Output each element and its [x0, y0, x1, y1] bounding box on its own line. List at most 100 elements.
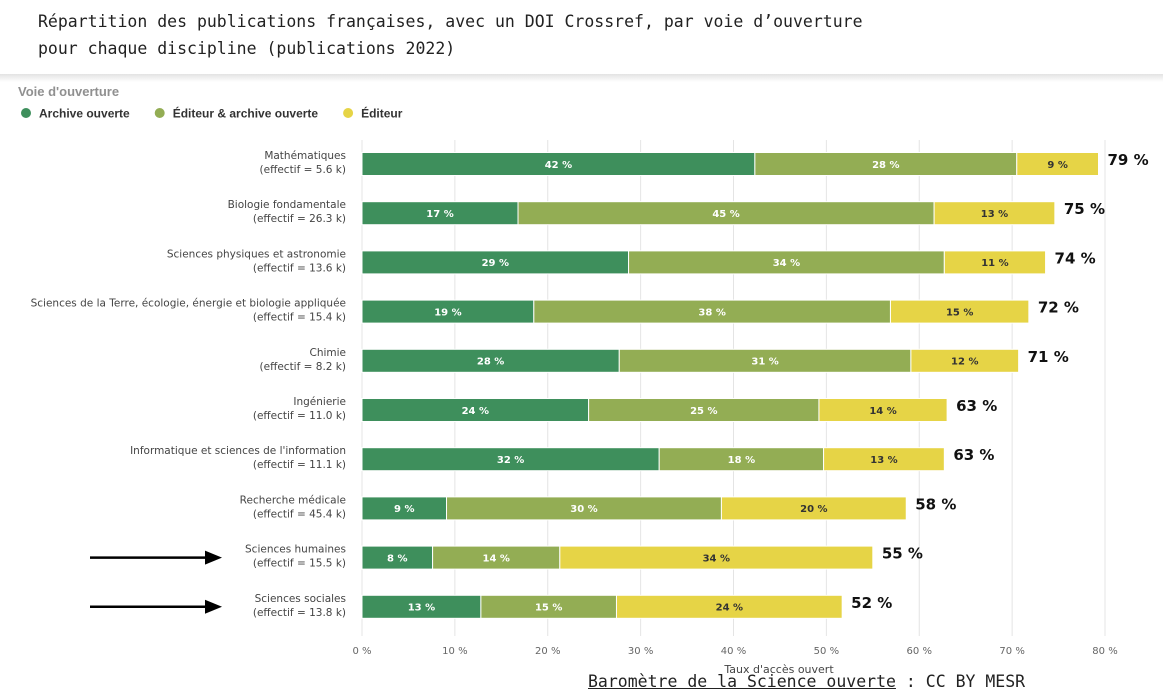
category-name: Sciences de la Terre, écologie, énergie … — [31, 298, 346, 310]
total-label: 74 % — [1055, 249, 1096, 267]
total-label: 52 % — [851, 594, 892, 612]
bar-data-label: 17 % — [426, 209, 453, 220]
x-tick-label: 80 % — [1092, 646, 1117, 657]
legend-swatch-editeur — [343, 108, 354, 118]
license-text: CC BY MESR — [925, 672, 1026, 691]
bar-data-label: 42 % — [545, 160, 572, 171]
total-label: 79 % — [1107, 151, 1148, 169]
category-name: Chimie — [309, 347, 346, 359]
category-effectif: (effectif = 11.0 k) — [253, 410, 346, 422]
credit-separator: : — [895, 672, 926, 691]
category-name: Mathématiques — [264, 150, 346, 162]
x-tick-label: 10 % — [442, 646, 467, 657]
total-label: 55 % — [882, 545, 923, 563]
legend-label-archive-ouverte[interactable]: Archive ouverte — [39, 107, 130, 121]
total-label: 58 % — [915, 495, 956, 513]
bar-data-label: 13 % — [981, 209, 1008, 220]
category-name: Ingénierie — [293, 396, 346, 408]
bar-data-label: 29 % — [482, 258, 509, 269]
legend-label-editeur[interactable]: Éditeur — [361, 106, 403, 121]
bar-data-label: 9 % — [394, 504, 414, 515]
bar-data-label: 11 % — [981, 258, 1008, 269]
bar-segment-editeur[interactable] — [943, 250, 1047, 275]
x-tick-label: 70 % — [999, 646, 1024, 657]
bar-segment-editeur[interactable] — [615, 594, 843, 619]
bar-data-label: 45 % — [712, 209, 739, 220]
bar-data-label: 24 % — [716, 603, 743, 614]
bar-segment-editeur[interactable] — [1016, 152, 1099, 176]
bar-data-label: 38 % — [698, 307, 725, 318]
category-name: Informatique et sciences de l'informatio… — [130, 445, 346, 457]
category-name: Biologie fondamentale — [228, 199, 346, 211]
bar-segment-editeur[interactable] — [933, 201, 1056, 226]
x-axis-ticks: 0 % 10 % 20 % 30 % 40 % 50 % 60 % 70 % 80 % — [352, 646, 1117, 657]
bar-data-label: 19 % — [434, 307, 461, 318]
category-effectif: (effectif = 45.4 k) — [253, 508, 346, 520]
legend-swatch-archive-ouverte — [21, 108, 31, 118]
category-name: Sciences humaines — [245, 544, 346, 556]
total-label: 71 % — [1028, 348, 1069, 366]
barometre-link[interactable]: Baromètre de la Science ouverte — [588, 672, 896, 691]
category-effectif: (effectif = 5.6 k) — [260, 164, 346, 176]
bar-data-label: 25 % — [690, 406, 717, 417]
category-name: Sciences physiques et astronomie — [167, 248, 346, 260]
arrow-head — [205, 550, 222, 565]
bar-data-label: 13 % — [870, 455, 897, 466]
bar-data-label: 34 % — [773, 258, 800, 269]
bar-segment-editeur[interactable] — [559, 545, 874, 570]
bar-segment-editeur[interactable] — [910, 348, 1020, 373]
bar-data-label: 8 % — [387, 553, 407, 564]
bar-data-label: 13 % — [408, 603, 435, 614]
bar-data-label: 18 % — [728, 455, 755, 466]
x-axis-label: Taux d'accès ouvert — [723, 663, 834, 676]
category-effectif: (effectif = 15.4 k) — [253, 312, 346, 324]
category-effectif: (effectif = 13.8 k) — [253, 607, 346, 619]
bars: 42 % 28 % 9 % 79 % 17 % 45 % 13 % 75 % 29 % 34 % 1… — [361, 151, 1149, 619]
category-name: Sciences sociales — [255, 593, 346, 605]
category-effectif: (effectif = 11.1 k) — [253, 459, 346, 471]
category-effectif: (effectif = 8.2 k) — [260, 361, 346, 373]
total-label: 72 % — [1038, 299, 1079, 317]
category-effectif: (effectif = 13.6 k) — [253, 262, 346, 274]
total-label: 75 % — [1064, 200, 1105, 218]
category-effectif: (effectif = 15.5 k) — [253, 558, 346, 570]
legend-swatch-editeur-archive-ouverte — [154, 108, 165, 118]
total-label: 63 % — [953, 446, 994, 464]
bar-data-label: 15 % — [946, 307, 973, 318]
bar-data-label: 24 % — [462, 406, 489, 417]
bar-data-label: 9 % — [1047, 160, 1067, 171]
bar-data-label: 34 % — [703, 553, 730, 564]
bar-data-label: 14 % — [869, 406, 896, 417]
legend: Archive ouverte Éditeur & archive ouverte… — [21, 106, 403, 121]
category-effectif: (effectif = 26.3 k) — [253, 213, 346, 225]
bar-segment-editeur[interactable] — [823, 447, 945, 472]
legend-title: Voie d'ouverture — [18, 84, 119, 99]
bar-data-label: 12 % — [951, 357, 978, 368]
total-label: 63 % — [956, 397, 997, 415]
figure-caption: Répartition des publications françaises,… — [38, 12, 863, 58]
bar-data-label: 31 % — [751, 357, 778, 368]
arrow-head — [205, 599, 222, 614]
bar-segment-editeur[interactable] — [720, 496, 907, 521]
x-tick-label: 50 % — [814, 646, 839, 657]
bar-data-label: 15 % — [535, 603, 562, 614]
bar-data-label: 14 % — [482, 553, 509, 564]
credit-line: Baromètre de la Science ouverte : CC BY … — [588, 672, 1025, 691]
highlight-arrows — [90, 550, 222, 614]
x-tick-label: 0 % — [352, 646, 371, 657]
x-tick-label: 20 % — [535, 646, 560, 657]
bar-segment-editeur[interactable] — [889, 299, 1030, 324]
bar-data-label: 30 % — [570, 504, 597, 515]
bar-data-label: 20 % — [800, 504, 827, 515]
bar-data-label: 28 % — [477, 357, 504, 368]
legend-label-editeur-archive-ouverte[interactable]: Éditeur & archive ouverte — [173, 106, 319, 121]
panel-top-shadow — [0, 74, 1163, 82]
bar-segment-editeur[interactable] — [818, 398, 948, 422]
bar-data-label: 32 % — [497, 455, 524, 466]
category-labels: Mathématiques (effectif = 5.6 k) Biologie … — [31, 150, 346, 619]
x-tick-label: 40 % — [721, 646, 746, 657]
category-name: Recherche médicale — [240, 494, 346, 506]
x-tick-label: 60 % — [907, 646, 932, 657]
x-tick-label: 30 % — [628, 646, 653, 657]
